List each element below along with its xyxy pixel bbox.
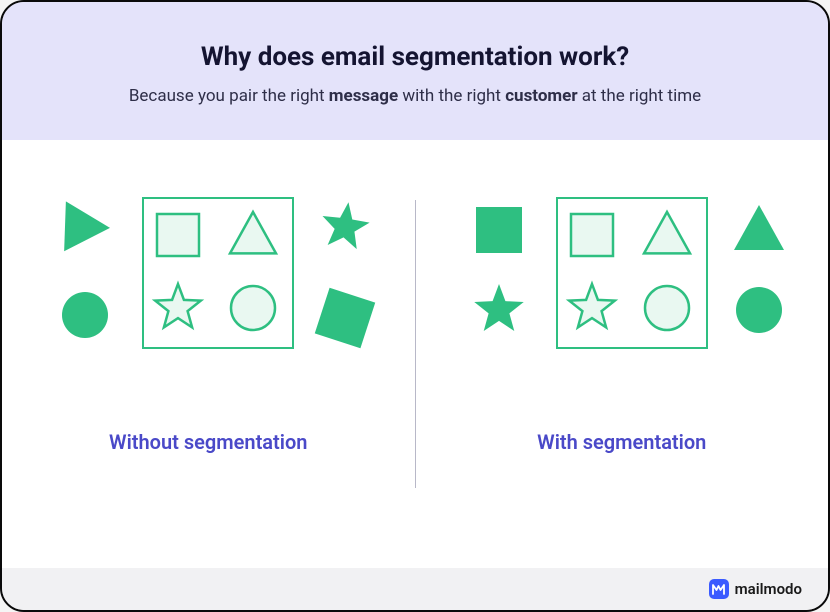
- brand-name: mailmodo: [735, 580, 802, 598]
- body: Without segmentation With segmentation: [2, 140, 828, 568]
- title: Why does email segmentation work?: [32, 42, 798, 72]
- diagram-with: [452, 180, 792, 390]
- infographic-card: Why does email segmentation work? Becaus…: [0, 0, 830, 612]
- panel-with-segmentation: With segmentation: [416, 170, 829, 568]
- label-without: Without segmentation: [109, 430, 307, 454]
- footer: mailmodo: [2, 568, 828, 610]
- diagram-without: [38, 180, 378, 390]
- header: Why does email segmentation work? Becaus…: [2, 2, 828, 140]
- subtitle: Because you pair the right message with …: [32, 86, 798, 106]
- brand-logo: mailmodo: [709, 579, 802, 599]
- label-with: With segmentation: [537, 430, 706, 454]
- brand-logo-mark: [709, 579, 729, 599]
- panel-without-segmentation: Without segmentation: [2, 170, 415, 568]
